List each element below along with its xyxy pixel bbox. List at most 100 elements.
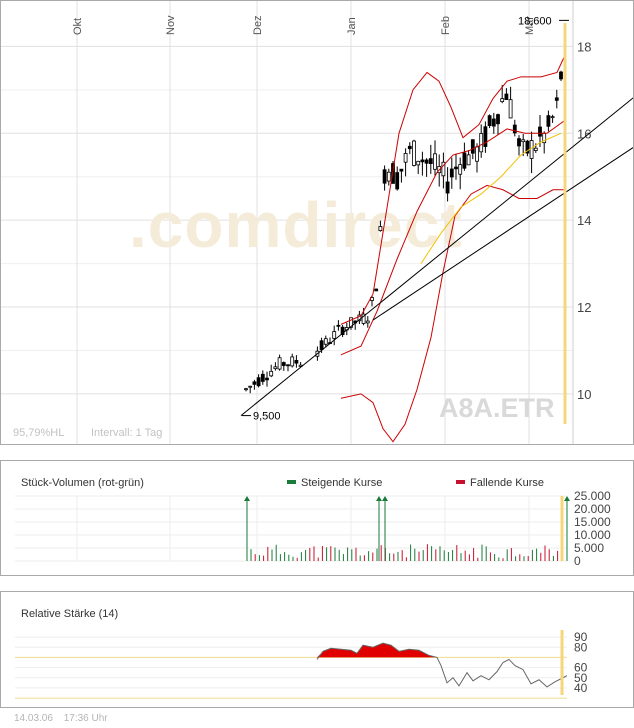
price-tick-label: 12 [577,300,591,315]
candle-body [559,71,563,80]
candle-body [504,93,509,100]
candle-body [365,320,370,324]
candle-body [412,140,416,166]
footer-time: 17:36 Uhr [63,713,108,724]
candle-body [470,139,475,154]
month-label: Okt [72,18,84,35]
candle-body [445,181,450,194]
hl-percent-label: 95,79%HL [13,427,64,439]
candle-body [374,288,379,292]
rsi-title: Relative Stärke (14) [21,608,118,620]
symbol-label: A8A.ETR [439,393,555,423]
candle-body [424,159,429,164]
candle-body [386,171,391,182]
candle-body [420,159,425,163]
candle-body [323,338,328,345]
candle-body [349,317,353,328]
legend-rising-label: Steigende Kurse [301,477,382,489]
candle-body [517,138,521,147]
candle-body [277,357,282,370]
volume-title: Stück-Volumen (rot-grün) [21,477,144,489]
rsi-tick-label: 90 [574,630,588,644]
rsi-tick-label: 50 [574,671,588,685]
candle-body [294,359,299,364]
candle-body [416,160,421,166]
watermark-logo: .comdirect [129,189,463,261]
month-label: Feb [440,16,452,35]
month-label: Mär [524,16,536,35]
rsi-chart-panel: Relative Stärke (14) 90 80 60 50 40 [0,591,634,708]
price-chart: Okt Nov Dez Jan Feb Mär .comdirect A8A.ETR 10 12 1… [1,1,633,444]
moving-average-line [420,132,562,264]
candle-body [382,169,387,184]
candle-body [483,126,488,147]
candle-body [433,153,437,170]
candle-body [500,98,505,103]
candle-body [407,145,412,150]
candle-body [336,324,341,327]
candle-body [538,126,542,137]
volume-tick-label: 5.000 [574,541,604,555]
footer-date: 14.03.06 [14,713,53,724]
candle-body [466,154,471,166]
rsi-line [316,642,568,688]
rsi-tick-label: 40 [574,681,588,695]
volume-chart: Stück-Volumen (rot-grün) Steigende Kurse F… [15,477,611,568]
candle-body [546,115,551,127]
rsi-tick-label: 80 [574,640,588,654]
bollinger-lower-line [340,184,565,443]
candle-body [491,118,496,127]
candle-body [281,362,286,366]
high-label: 18,600 [518,15,552,27]
volume-overflow-arrow [244,496,250,501]
candle-body [319,340,324,350]
rsi-tick-label: 60 [574,661,588,675]
volume-tick-label: 25.000 [574,489,611,503]
candle-body [273,366,278,370]
volume-overflow-arrow [382,496,388,501]
volume-tick-label: 10.000 [574,528,611,542]
candle-body [454,166,458,170]
candle-body [449,168,454,178]
price-tick-label: 14 [577,213,591,228]
legend-swatch [456,480,465,484]
candle-body [428,158,433,165]
candle-body [269,370,274,377]
candle-body [378,226,383,232]
candle-body [286,364,290,367]
candle-body [399,168,404,172]
candle-body [260,373,265,382]
candle-body [525,140,530,154]
candle-body [441,161,446,177]
candle-body [512,124,517,134]
volume-overflow-arrow [376,496,382,501]
candle-body [256,377,261,387]
volume-tick-label: 15.000 [574,515,611,529]
bollinger-middle-line [340,119,566,356]
candle-body [252,381,257,385]
interval-label: Intervall: 1 Tag [91,427,162,439]
legend-falling-label: Fallende Kurse [470,477,544,489]
candle-body [487,115,492,126]
candle-body [475,146,479,162]
price-chart-panel: Okt Nov Dez Jan Feb Mär .comdirect A8A.ETR 10 12 1… [0,0,634,445]
legend-swatch [287,480,296,484]
candle-body [554,97,559,101]
trend-line-lower [372,147,633,321]
month-label: Jan [346,17,358,35]
candle-body [265,377,269,381]
price-tick-label: 18 [577,39,591,54]
candle-body [458,164,463,175]
candle-body [550,116,555,119]
candle-body [479,133,484,153]
candle-body [361,313,366,324]
candle-body [521,139,526,143]
candle-body [244,388,248,391]
candle-body [290,356,295,367]
low-label: 9,500 [253,411,281,423]
candle-body [403,153,408,163]
candle-body [508,99,513,119]
volume-tick-label: 20.000 [574,502,611,516]
candle-body [533,147,538,151]
volume-chart-panel: Stück-Volumen (rot-grün) Steigende Kurse F… [0,460,634,576]
